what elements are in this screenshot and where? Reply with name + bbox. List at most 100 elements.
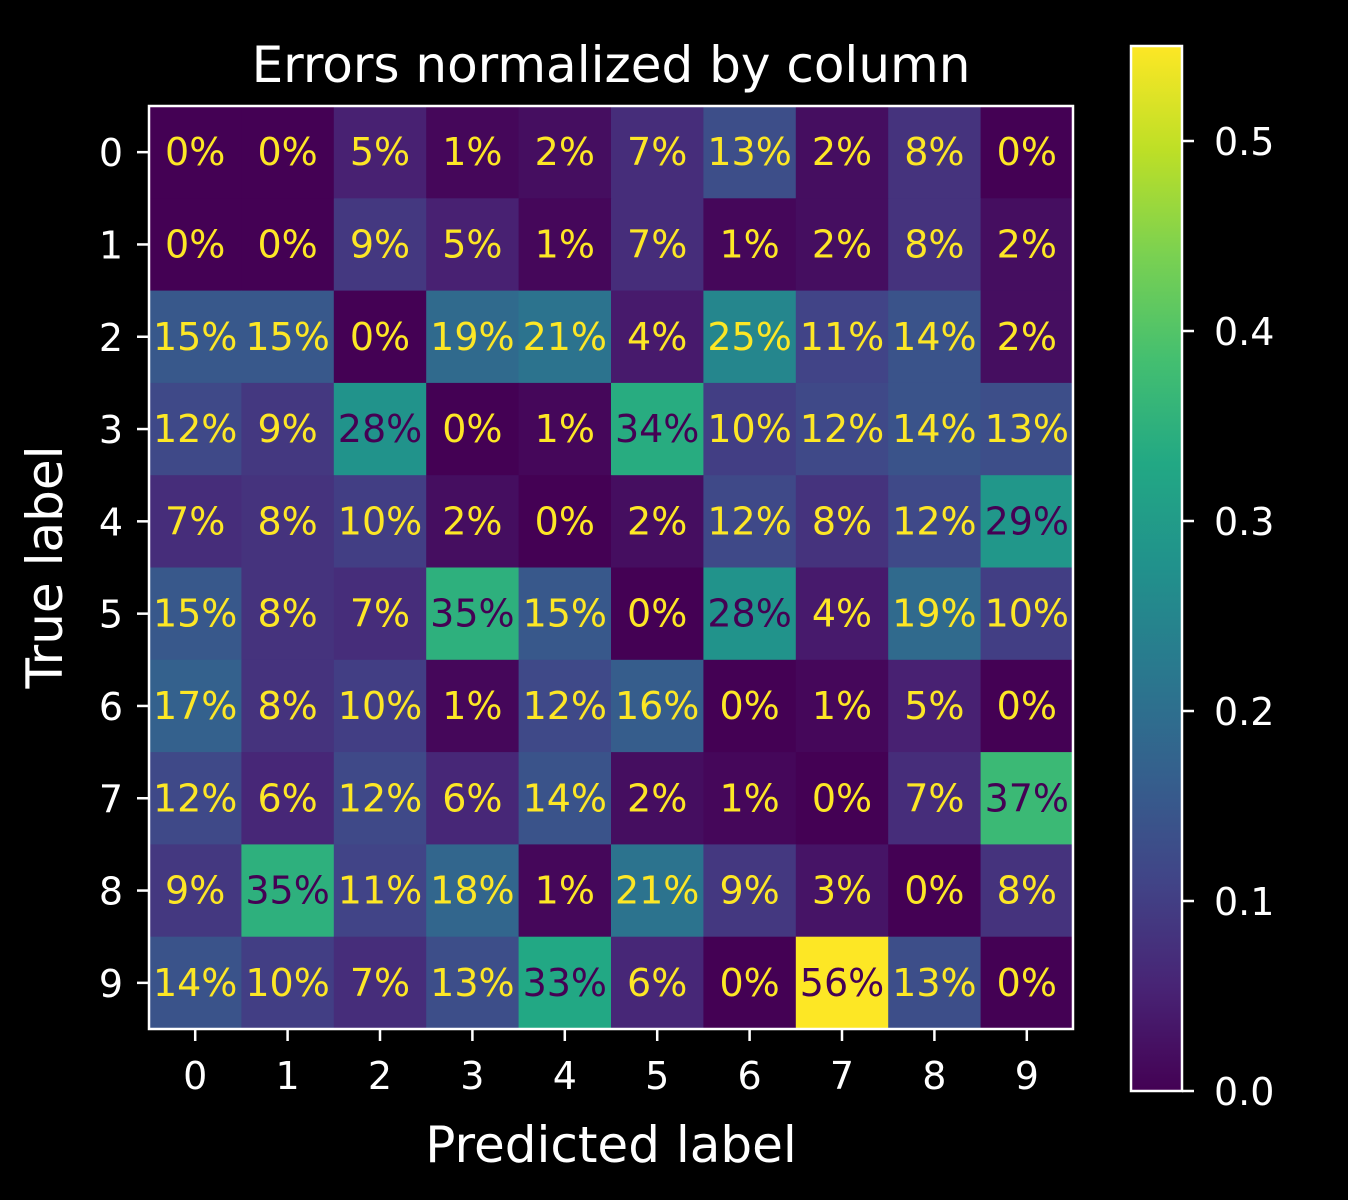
heatmap-cell [611, 752, 704, 845]
colorbar [1131, 46, 1182, 1091]
heatmap-cell-label: 12% [338, 776, 422, 820]
colorbar-ticks: 0.0 0.1 0.2 0.3 0.4 0.5 [1182, 120, 1274, 1114]
heatmap-cell [518, 475, 612, 569]
heatmap-cell-label: 0% [535, 499, 595, 543]
heatmap-cell [611, 936, 704, 1030]
heatmap-cell [888, 290, 982, 384]
heatmap-cell-labels: 0% 0% 5% 1% 2% 7% 13% 2% 8% 0% 0% 0% 9% 5% 1% 7% 1% 2% 8% 2… [153, 130, 1069, 1005]
heatmap-cell [703, 290, 797, 384]
heatmap-cell-label: 3% [812, 869, 872, 913]
heatmap-cell-label: 9% [350, 222, 410, 266]
heatmap-cell [703, 659, 797, 753]
plot-frame [147, 104, 1075, 1031]
heatmap-cell [703, 752, 797, 845]
heatmap-cell [611, 382, 704, 476]
heatmap-cell-label: 33% [523, 961, 607, 1005]
heatmap-cell-label: 14% [153, 961, 237, 1005]
heatmap-cell [241, 752, 335, 845]
heatmap-cell [703, 475, 797, 569]
heatmap-cell-label: 10% [245, 961, 329, 1005]
heatmap-cell-label: 18% [430, 869, 514, 913]
heatmap-cell [980, 936, 1074, 1030]
heatmap-cell [149, 844, 242, 938]
heatmap-cell-label: 21% [523, 315, 607, 359]
heatmap-cell-label: 8% [257, 684, 317, 728]
heatmap-cell [888, 844, 982, 938]
heatmap-cell [241, 290, 335, 384]
x-tick-label: 3 [460, 1054, 484, 1098]
heatmap-cell-label: 1% [535, 869, 595, 913]
heatmap-cell-label: 10% [338, 499, 422, 543]
heatmap-cell-label: 28% [338, 407, 422, 451]
x-tick-label: 2 [368, 1054, 392, 1098]
heatmap-cell-label: 2% [812, 130, 872, 174]
heatmap-cell-label: 4% [812, 592, 872, 636]
heatmap-cell-label: 7% [350, 961, 410, 1005]
heatmap-cell-label: 0% [812, 776, 872, 820]
heatmap-cell [518, 567, 612, 661]
heatmap-cell-label: 19% [430, 315, 514, 359]
heatmap-cell [149, 382, 242, 476]
heatmap-cell [703, 844, 797, 938]
heatmap-cell-label: 17% [153, 684, 237, 728]
heatmap-cell [426, 936, 520, 1030]
heatmap-cell [333, 106, 427, 199]
heatmap-cell [241, 936, 335, 1030]
heatmap-cell [703, 382, 797, 476]
heatmap-cell [888, 567, 982, 661]
heatmap-cell-label: 14% [892, 315, 976, 359]
heatmap-cell [888, 936, 982, 1030]
y-tick-label: 6 [99, 685, 123, 729]
heatmap-cell [795, 936, 889, 1030]
heatmap-cell [518, 198, 612, 292]
heatmap-cell [795, 290, 889, 384]
heatmap-cell [703, 106, 797, 199]
x-tick-label: 9 [1015, 1054, 1039, 1098]
heatmap-cell [333, 844, 427, 938]
heatmap-cell [980, 752, 1074, 845]
y-tick-label: 3 [99, 408, 123, 452]
heatmap-cell-label: 25% [707, 315, 791, 359]
heatmap-cell-label: 14% [892, 407, 976, 451]
heatmap-cell [795, 475, 889, 569]
y-tick-label: 7 [99, 777, 123, 821]
heatmap-cell-label: 15% [245, 315, 329, 359]
heatmap-cell [333, 752, 427, 845]
heatmap-cell [888, 382, 982, 476]
heatmap-cell-label: 13% [985, 407, 1069, 451]
heatmap-cell-label: 15% [153, 592, 237, 636]
heatmap-cell [795, 659, 889, 753]
heatmap-cell-label: 12% [153, 407, 237, 451]
y-axis-ticks: 0 1 2 3 4 5 6 7 8 9 [99, 131, 149, 1006]
heatmap-cell [980, 290, 1074, 384]
heatmap-cell-label: 2% [442, 499, 502, 543]
heatmap-cell [980, 475, 1074, 569]
heatmap-cell [149, 475, 242, 569]
heatmap-cell-label: 7% [350, 592, 410, 636]
heatmap-cell [333, 659, 427, 753]
heatmap-cell-label: 29% [985, 499, 1069, 543]
heatmap-cell [333, 475, 427, 569]
heatmap-cell [149, 290, 242, 384]
heatmap-cell [611, 475, 704, 569]
y-tick-label: 9 [99, 962, 123, 1006]
heatmap-cell-label: 0% [257, 222, 317, 266]
heatmap-cell [426, 844, 520, 938]
heatmap-cell-label: 28% [707, 592, 791, 636]
heatmap-cell-label: 37% [985, 776, 1069, 820]
heatmap-cell-label: 6% [442, 776, 502, 820]
heatmap-cell-label: 11% [338, 869, 422, 913]
heatmap-cell-label: 0% [719, 961, 779, 1005]
heatmap-cells [149, 106, 1074, 1030]
heatmap-cell [611, 659, 704, 753]
heatmap-cell [149, 106, 242, 199]
heatmap-cell [149, 752, 242, 845]
heatmap-cell [241, 198, 335, 292]
x-tick-label: 0 [183, 1054, 207, 1098]
heatmap-cell-label: 2% [997, 315, 1057, 359]
heatmap-cell-label: 10% [338, 684, 422, 728]
colorbar-tick-label: 0.5 [1214, 120, 1274, 164]
heatmap-cell [333, 198, 427, 292]
heatmap-cell-label: 11% [800, 315, 884, 359]
